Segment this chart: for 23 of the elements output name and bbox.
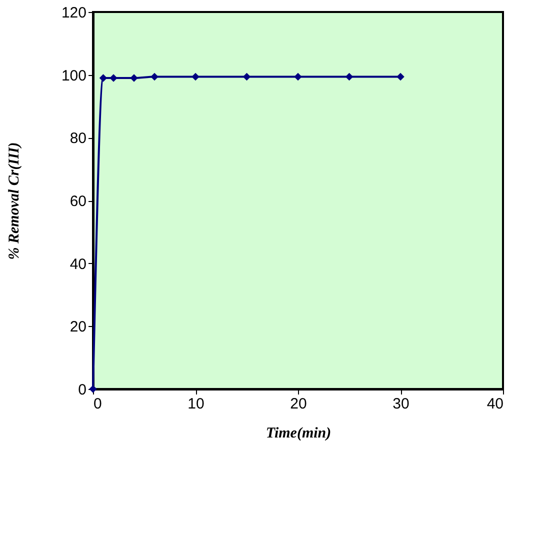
x-tick-label: 10: [188, 396, 204, 412]
x-axis-title: Time(min): [266, 426, 332, 442]
point: [242, 72, 251, 81]
y-tick-label: 0: [78, 382, 86, 398]
y-tick-label: 60: [70, 193, 86, 210]
y-axis-title: % Removal Cr(III): [6, 142, 22, 260]
y-tick-label: 120: [61, 4, 86, 22]
point: [345, 72, 354, 81]
point: [192, 72, 200, 81]
x-tick-label: 30: [392, 396, 410, 412]
point: [294, 72, 302, 81]
x-tick-label: 40: [486, 396, 504, 412]
y-tick-label: 100: [61, 67, 86, 84]
y-tick-label: 40: [70, 256, 86, 273]
point: [396, 72, 404, 81]
x-tick-label: 0: [94, 396, 102, 412]
point: [99, 74, 108, 82]
point: [110, 74, 118, 82]
point: [130, 74, 138, 82]
y-tick-label: 80: [70, 130, 86, 148]
x-tick-label: 20: [290, 396, 307, 412]
point: [150, 72, 158, 81]
y-tick-label: 20: [70, 318, 86, 336]
